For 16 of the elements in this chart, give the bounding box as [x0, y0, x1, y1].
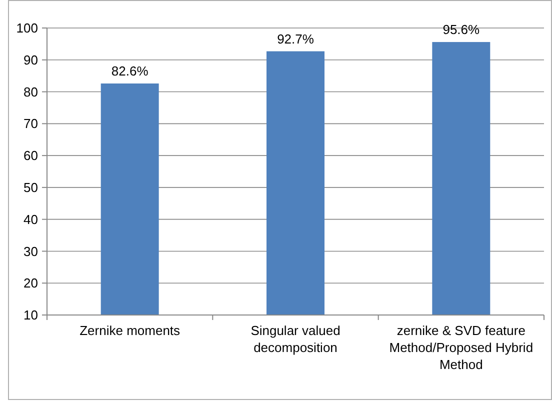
y-tick-label: 50	[24, 180, 38, 195]
y-tick-label: 40	[24, 212, 38, 227]
y-tick-label: 60	[24, 148, 38, 164]
x-tick-label: Zernike moments	[80, 323, 181, 338]
y-tick-label: 30	[24, 244, 38, 259]
y-tick-label: 10	[24, 308, 38, 323]
y-tick-label: 90	[24, 52, 38, 68]
x-tick-label: zernike & SVD feature Method/Proposed Hybrid Method	[389, 323, 534, 372]
y-tick-label: 20	[24, 276, 38, 291]
data-label: 95.6%	[442, 22, 480, 38]
y-tick-label: 80	[24, 84, 38, 100]
data-label: 82.6%	[111, 63, 149, 78]
y-tick-label: 100	[16, 20, 38, 36]
x-tick-label: Singular valued decomposition	[250, 323, 340, 355]
data-label: 92.7%	[277, 31, 314, 46]
y-tick-label: 70	[24, 116, 38, 132]
